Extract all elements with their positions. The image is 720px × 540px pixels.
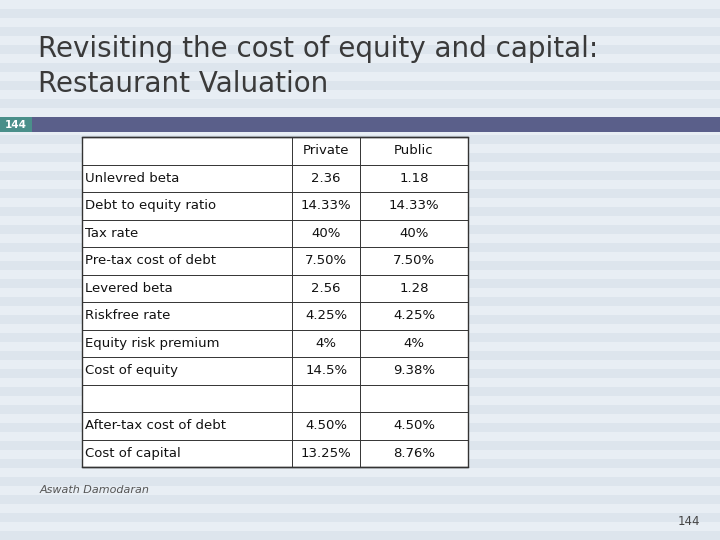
- Bar: [0, 351, 720, 360]
- Bar: [0, 207, 720, 216]
- Bar: [0, 171, 720, 180]
- Text: 144: 144: [5, 119, 27, 130]
- Text: 4.25%: 4.25%: [305, 309, 347, 322]
- Bar: [0, 369, 720, 378]
- Bar: [0, 243, 720, 252]
- Text: Aswath Damodaran: Aswath Damodaran: [40, 485, 150, 495]
- Bar: [0, 477, 720, 486]
- Text: 1.28: 1.28: [399, 282, 428, 295]
- Text: 2.56: 2.56: [311, 282, 341, 295]
- Text: 40%: 40%: [312, 227, 341, 240]
- Text: After-tax cost of debt: After-tax cost of debt: [85, 419, 226, 432]
- Text: 13.25%: 13.25%: [301, 447, 351, 460]
- Text: 7.50%: 7.50%: [393, 254, 435, 267]
- Bar: [0, 225, 720, 234]
- Text: Cost of equity: Cost of equity: [85, 364, 178, 377]
- Text: 8.76%: 8.76%: [393, 447, 435, 460]
- Bar: [0, 117, 720, 132]
- Bar: [82, 137, 468, 467]
- Text: 14.33%: 14.33%: [389, 199, 439, 212]
- Text: 2.36: 2.36: [311, 172, 341, 185]
- Text: 1.18: 1.18: [399, 172, 428, 185]
- Bar: [0, 459, 720, 468]
- Bar: [0, 153, 720, 162]
- Text: Pre-tax cost of debt: Pre-tax cost of debt: [85, 254, 216, 267]
- Bar: [0, 9, 720, 18]
- Text: 7.50%: 7.50%: [305, 254, 347, 267]
- Bar: [0, 189, 720, 198]
- Text: 14.33%: 14.33%: [301, 199, 351, 212]
- Text: 4%: 4%: [315, 337, 337, 350]
- Bar: [0, 135, 720, 144]
- Bar: [0, 117, 720, 126]
- Bar: [0, 117, 32, 132]
- Text: Equity risk premium: Equity risk premium: [85, 337, 220, 350]
- Text: 144: 144: [678, 515, 700, 528]
- Text: Revisiting the cost of equity and capital:: Revisiting the cost of equity and capita…: [38, 35, 598, 63]
- Text: 4.50%: 4.50%: [305, 419, 347, 432]
- Bar: [0, 315, 720, 324]
- Text: Debt to equity ratio: Debt to equity ratio: [85, 199, 216, 212]
- Text: Tax rate: Tax rate: [85, 227, 138, 240]
- Text: Levered beta: Levered beta: [85, 282, 173, 295]
- Bar: [0, 441, 720, 450]
- Bar: [0, 531, 720, 540]
- Text: 4.25%: 4.25%: [393, 309, 435, 322]
- Bar: [0, 279, 720, 288]
- Bar: [0, 45, 720, 54]
- Bar: [0, 333, 720, 342]
- Text: 9.38%: 9.38%: [393, 364, 435, 377]
- Text: Restaurant Valuation: Restaurant Valuation: [38, 70, 328, 98]
- Bar: [82, 137, 468, 467]
- Text: Public: Public: [394, 144, 433, 157]
- Text: 4%: 4%: [403, 337, 425, 350]
- Text: 40%: 40%: [400, 227, 428, 240]
- Bar: [0, 513, 720, 522]
- Text: Private: Private: [303, 144, 349, 157]
- Bar: [0, 423, 720, 432]
- Text: Riskfree rate: Riskfree rate: [85, 309, 171, 322]
- Bar: [0, 63, 720, 72]
- Text: Cost of capital: Cost of capital: [85, 447, 181, 460]
- Text: Unlevred beta: Unlevred beta: [85, 172, 179, 185]
- Text: 4.50%: 4.50%: [393, 419, 435, 432]
- Bar: [0, 495, 720, 504]
- Text: 14.5%: 14.5%: [305, 364, 347, 377]
- Bar: [0, 27, 720, 36]
- Bar: [0, 405, 720, 414]
- Bar: [0, 261, 720, 270]
- Bar: [0, 387, 720, 396]
- Bar: [0, 297, 720, 306]
- Bar: [0, 99, 720, 108]
- Bar: [0, 81, 720, 90]
